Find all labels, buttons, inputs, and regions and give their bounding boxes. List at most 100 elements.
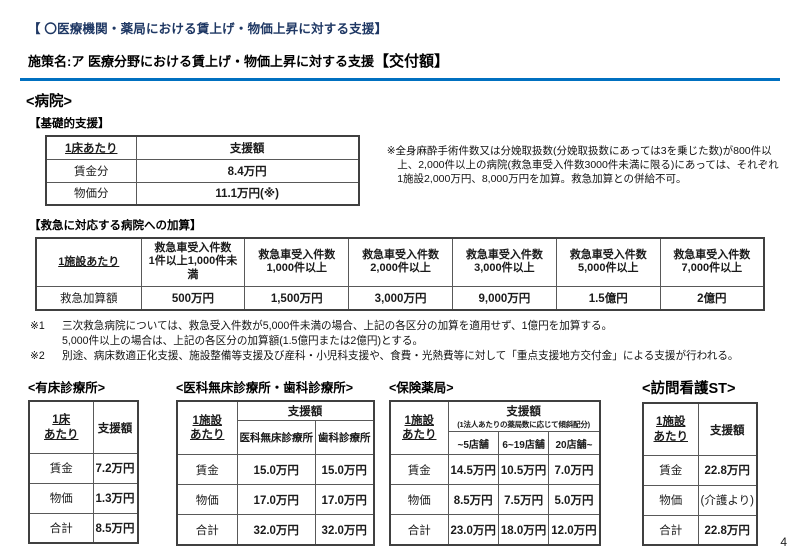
- header-line: 5,000件以上: [577, 262, 639, 275]
- value-cell: 10.5万円: [497, 454, 550, 486]
- value-cell: 22.8万円: [697, 514, 758, 546]
- basic-support-label: 【基礎的支援】: [29, 118, 110, 130]
- group-title-bedded-clinic: <有床診療所>: [28, 381, 106, 396]
- header-line: 1施設: [656, 416, 686, 429]
- header-line: 救急車受入件数: [362, 248, 440, 261]
- header-line: あたり: [402, 429, 437, 442]
- header-line: 救急車受入件数: [569, 248, 647, 261]
- basic-support-table: 1床あたり 支援額 賃金分 8.4万円 物価分 11.1万円(※): [45, 135, 360, 206]
- row-label: 物価: [642, 484, 699, 516]
- column-header-dental: 歯科診療所: [315, 420, 374, 456]
- header-line: 救急車受入件数: [154, 241, 232, 254]
- header-line: 1,000件以上: [266, 262, 327, 275]
- column-header-ambulance-5: 救急車受入件数 5,000件以上: [555, 237, 661, 287]
- value-cell: 5.0万円: [548, 484, 601, 516]
- value-cell: 500万円: [140, 285, 246, 311]
- column-header-unit: 1施設あたり: [35, 237, 142, 287]
- footnote-2: ※2 別途、病床数適正化支援、施設整備等支援及び産科・小児科支援や、食費・光熱費…: [30, 349, 780, 364]
- row-label: 合計: [389, 514, 449, 546]
- column-header-unit: 1床あたり: [28, 400, 94, 454]
- value-cell: 12.0万円: [548, 514, 601, 546]
- header-line: あたり: [44, 428, 79, 441]
- header-line: 2,000件以上: [370, 262, 431, 275]
- row-label: 物価: [389, 484, 449, 516]
- column-header-medical-no-bed: 医科無床診療所: [236, 420, 316, 456]
- value-cell: 15.0万円: [236, 454, 316, 486]
- group-title-pharmacy: <保険薬局>: [389, 381, 454, 396]
- value-cell: 17.0万円: [236, 484, 316, 516]
- pharmacy-table: 1施設 あたり 支援額 (1法人あたりの薬局数に応じて傾斜配分) ~5店舗 6~19…: [389, 400, 601, 546]
- row-label: 物価分: [45, 181, 137, 206]
- footnotes: ※1 三次救急病院については、救急受入件数が5,000件未満の場合、上記の各区分…: [30, 319, 780, 363]
- row-label: 賃金: [389, 454, 449, 486]
- amount-header-text: 支援額: [506, 406, 541, 419]
- footnote-text: 三次救急病院については、救急受入件数が5,000件未満の場合、上記の各区分の加算…: [62, 319, 780, 349]
- table-header-row: 1床あたり 支援額: [28, 400, 138, 454]
- value-cell: 7.0万円: [548, 454, 601, 486]
- row-label: 合計: [176, 514, 238, 546]
- value-cell: (介護より): [697, 484, 758, 516]
- column-header-amount: 支援額: [135, 135, 360, 160]
- header-line: 1施設: [404, 415, 434, 428]
- table-row-price: 物価 (介護より): [642, 484, 758, 516]
- column-header-upto-5-stores: ~5店舗: [447, 431, 499, 456]
- footnote-line: 別途、病床数適正化支援、施設整備等支援及び産科・小児科支援や、食費・光熱費等に対…: [62, 349, 739, 362]
- table-row-wage: 賃金分 8.4万円: [45, 158, 360, 183]
- group-bedded-clinic: <有床診療所> 1床 あたり 支援額 賃金 7.2万円 物価 1.3万円 合計 8…: [28, 377, 168, 545]
- value-cell: 32.0万円: [236, 514, 316, 546]
- table-header-row: 1施設 あたり 支援額: [642, 402, 758, 456]
- header-line: 救急車受入件数: [258, 248, 336, 261]
- table-row-wage: 賃金 14.5万円 10.5万円 7.0万円: [389, 454, 601, 486]
- value-cell: 8.5万円: [92, 512, 138, 544]
- column-header-amount: 支援額: [236, 400, 374, 422]
- facility-tables-row: <有床診療所> 1床 あたり 支援額 賃金 7.2万円 物価 1.3万円 合計 8…: [20, 377, 780, 547]
- header-line: 救急車受入件数: [673, 248, 751, 261]
- document-title: 【 〇医療機関・薬局における賃上げ・物価上昇に対する支援】: [28, 22, 388, 36]
- table-header-row: 1施設 あたり 支援額: [176, 400, 374, 456]
- row-label: 救急加算額: [35, 285, 142, 311]
- value-cell: 11.1万円(※): [135, 181, 360, 206]
- row-label: 賃金分: [45, 158, 137, 183]
- value-cell: 17.0万円: [315, 484, 374, 516]
- value-cell: 8.4万円: [135, 158, 360, 183]
- footnote-marker: ※2: [30, 349, 45, 362]
- column-header-6-19-stores: 6~19店舗: [497, 431, 550, 456]
- value-cell: 22.8万円: [697, 454, 758, 486]
- footnote-line: 三次救急病院については、救急受入件数が5,000件未満の場合、上記の各区分の加算…: [62, 320, 613, 332]
- section-title-hospital: <病院>: [26, 94, 72, 110]
- table-header-row: 1床あたり 支援額: [45, 135, 360, 160]
- column-header-ambulance-6: 救急車受入件数 7,000件以上: [659, 237, 765, 287]
- policy-name-text: 施策名:ア 医療分野における賃上げ・物価上昇に対する支援: [28, 54, 374, 69]
- group-no-bed-clinic: <医科無床診療所・歯科診療所> 1施設 あたり 支援額 医科無床診療所 歯科診療所…: [176, 377, 379, 546]
- header-line: 1床: [52, 414, 71, 427]
- value-cell: 3,000万円: [348, 285, 453, 311]
- table-row-wage: 賃金 7.2万円: [28, 452, 138, 484]
- table-row-total: 合計 22.8万円: [642, 514, 758, 546]
- value-cell: 2億円: [659, 285, 765, 311]
- table-row-wage: 賃金 22.8万円: [642, 454, 758, 486]
- emergency-addition-label: 【救急に対応する病院への加算】: [29, 220, 202, 232]
- table-subheader-row: 医科無床診療所 歯科診療所: [177, 420, 374, 456]
- table-value-row: 救急加算額 500万円 1,500万円 3,000万円 9,000万円 1.5億…: [35, 285, 765, 311]
- table-row-total: 合計 8.5万円: [28, 512, 138, 544]
- column-header-amount: 支援額 (1法人あたりの薬局数に応じて傾斜配分): [447, 400, 601, 433]
- policy-grant-amount-label: 【交付額】: [373, 53, 449, 70]
- footnote-marker: ※1: [30, 320, 45, 332]
- value-cell: 1.3万円: [92, 482, 138, 514]
- row-label: 合計: [28, 512, 94, 544]
- no-bed-clinic-table: 1施設 あたり 支援額 医科無床診療所 歯科診療所 賃金 15.0万円 15.0万…: [176, 400, 375, 546]
- value-cell: 23.0万円: [447, 514, 499, 546]
- group-title-no-bed-clinic: <医科無床診療所・歯科診療所>: [176, 381, 354, 396]
- row-label: 物価: [28, 482, 94, 514]
- footnote-text: 別途、病床数適正化支援、施設整備等支援及び産科・小児科支援や、食費・光熱費等に対…: [62, 349, 780, 364]
- row-label: 合計: [642, 514, 699, 546]
- value-cell: 7.2万円: [92, 452, 138, 484]
- footnote-1: ※1 三次救急病院については、救急受入件数が5,000件未満の場合、上記の各区分…: [30, 319, 780, 349]
- value-cell: 18.0万円: [497, 514, 550, 546]
- value-cell: 32.0万円: [315, 514, 374, 546]
- table-row-price: 物価分 11.1万円(※): [45, 181, 360, 206]
- value-cell: 1.5億円: [555, 285, 661, 311]
- group-pharmacy: <保険薬局> 1施設 あたり 支援額 (1法人あたりの薬局数に応じて傾斜配分) ~5…: [389, 377, 628, 546]
- bedded-clinic-table: 1床 あたり 支援額 賃金 7.2万円 物価 1.3万円 合計 8.5万円: [28, 400, 139, 545]
